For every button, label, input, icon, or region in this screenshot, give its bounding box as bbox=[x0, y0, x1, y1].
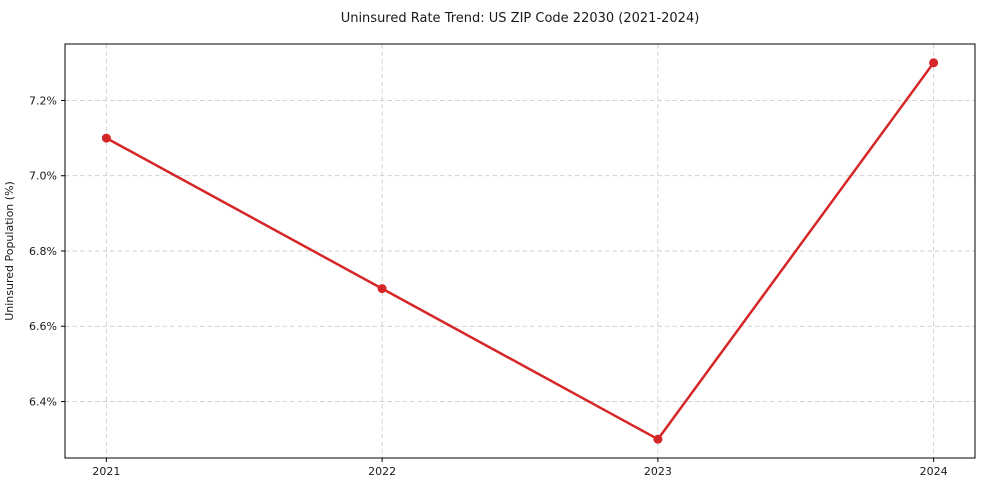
gridlines bbox=[65, 44, 975, 458]
plot-border bbox=[64, 43, 976, 459]
trend-line bbox=[105, 61, 935, 441]
y-tick-label: 6.4% bbox=[29, 395, 57, 408]
chart-title: Uninsured Rate Trend: US ZIP Code 22030 … bbox=[341, 11, 700, 26]
y-tick-label: 7.0% bbox=[29, 170, 57, 183]
axis-tick-labels: 6.4% 6.6% 6.8% 7.0% 7.2% 2021 2022 2023 2024 bbox=[29, 94, 948, 478]
y-tick-label: 6.8% bbox=[29, 245, 57, 258]
y-tick-label: 7.2% bbox=[29, 94, 57, 107]
y-tick-label: 6.6% bbox=[29, 320, 57, 333]
data-point-2021 bbox=[101, 133, 111, 143]
x-tick-label: 2021 bbox=[92, 465, 120, 478]
series-layer bbox=[101, 58, 939, 444]
data-point-2023 bbox=[653, 434, 663, 444]
y-axis-label: Uninsured Population (%) bbox=[3, 181, 16, 321]
data-point-2022 bbox=[377, 284, 387, 294]
x-tick-label: 2023 bbox=[644, 465, 672, 478]
data-point-2024 bbox=[929, 58, 939, 68]
x-tick-label: 2022 bbox=[368, 465, 396, 478]
x-tick-label: 2024 bbox=[920, 465, 948, 478]
axis-ticks bbox=[61, 99, 935, 462]
